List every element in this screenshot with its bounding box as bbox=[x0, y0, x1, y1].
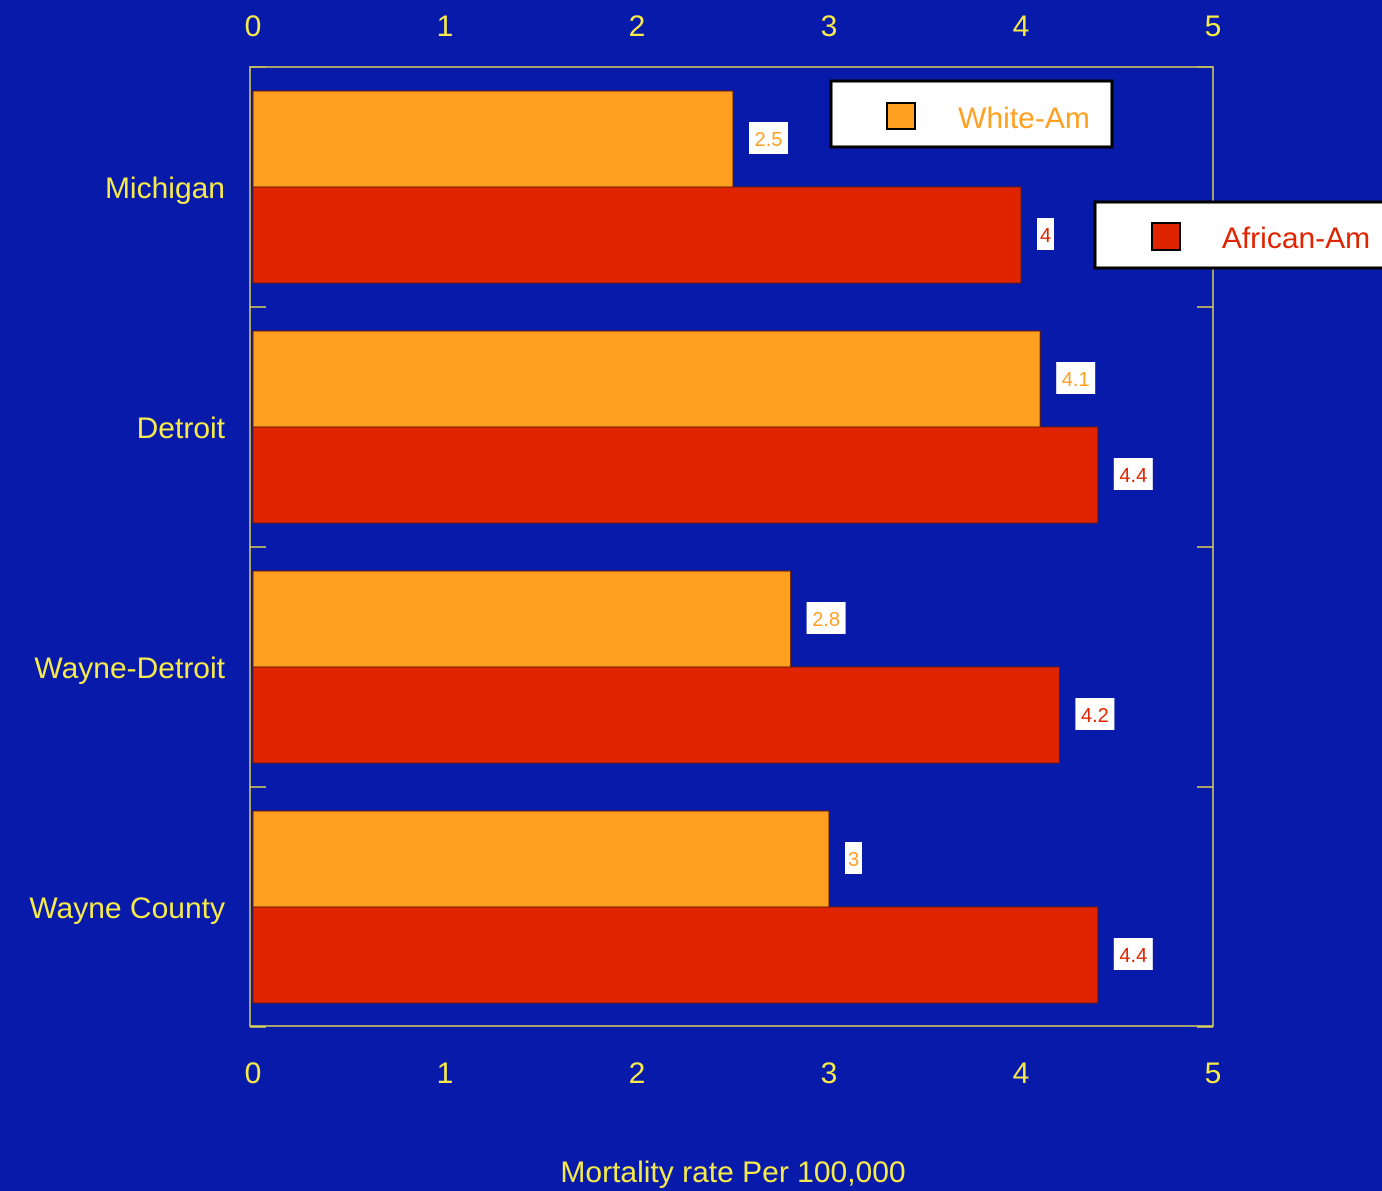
bar-white-am bbox=[252, 570, 792, 668]
bar-white-am bbox=[252, 330, 1041, 428]
legend-african-am-label: African-Am bbox=[1222, 222, 1370, 255]
x-tick-label-bottom: 0 bbox=[245, 1057, 262, 1090]
data-label-bg bbox=[1113, 458, 1153, 490]
data-label-bg bbox=[806, 602, 846, 634]
category-label: Wayne County bbox=[29, 892, 225, 925]
bars-group bbox=[252, 90, 1099, 1004]
legend-white-am-label: White-Am bbox=[958, 102, 1090, 135]
legend-african-am: African-Am bbox=[1093, 200, 1382, 270]
x-tick-label-bottom: 3 bbox=[821, 1057, 838, 1090]
x-tick-label-top: 5 bbox=[1205, 10, 1222, 43]
x-tick-label-bottom: 5 bbox=[1205, 1057, 1222, 1090]
bar-african-am bbox=[252, 666, 1060, 764]
data-labels-group: 2.5 4 4.1 4.4 2.8 4.2 3 4.4 bbox=[749, 122, 1153, 970]
x-tick-label-top: 2 bbox=[629, 10, 646, 43]
legend-white-am: White-Am bbox=[829, 79, 1114, 149]
x-tick-label-bottom: 2 bbox=[629, 1057, 646, 1090]
category-label: Wayne-Detroit bbox=[34, 652, 225, 685]
legend-white-am-swatch bbox=[886, 102, 916, 130]
legend-african-am-swatch bbox=[1151, 222, 1181, 251]
x-tick-label-top: 3 bbox=[821, 10, 838, 43]
bar-white-am bbox=[252, 90, 734, 188]
category-labels-group: Michigan Detroit Wayne-Detroit Wayne County bbox=[29, 172, 225, 925]
data-label-bg bbox=[845, 842, 862, 874]
data-label-white-am: 3 bbox=[848, 849, 859, 871]
x-tick-label-top: 0 bbox=[245, 10, 262, 43]
data-label-bg bbox=[1056, 362, 1096, 394]
data-label-african-am: 4.4 bbox=[1119, 465, 1147, 487]
x-tick-label-top: 4 bbox=[1013, 10, 1030, 43]
category-label: Michigan bbox=[105, 172, 225, 205]
bar-african-am bbox=[252, 426, 1099, 524]
data-label-white-am: 2.8 bbox=[812, 609, 840, 631]
data-label-bg bbox=[1113, 938, 1153, 970]
data-label-bg bbox=[749, 122, 788, 154]
x-tick-label-bottom: 1 bbox=[437, 1057, 454, 1090]
data-label-african-am: 4.2 bbox=[1081, 705, 1109, 727]
x-tick-label-bottom: 4 bbox=[1013, 1057, 1030, 1090]
legend-african-am-box bbox=[1093, 200, 1382, 270]
x-axis-title: Mortality rate Per 100,000 bbox=[560, 1156, 905, 1189]
data-label-african-am: 4 bbox=[1040, 225, 1051, 247]
data-label-african-am: 4.4 bbox=[1119, 945, 1147, 967]
bar-white-am bbox=[252, 810, 830, 908]
x-tick-label-top: 1 bbox=[437, 10, 454, 43]
data-label-white-am: 2.5 bbox=[755, 129, 783, 151]
data-label-white-am: 4.1 bbox=[1062, 369, 1090, 391]
category-label: Detroit bbox=[137, 412, 226, 445]
tick-labels-group: 0 0 1 1 2 2 3 3 4 4 5 5 bbox=[245, 10, 1222, 1090]
legend-white-am-box bbox=[829, 79, 1114, 149]
data-label-bg bbox=[1075, 698, 1115, 730]
bar-african-am bbox=[252, 186, 1022, 284]
bar-african-am bbox=[252, 906, 1099, 1004]
data-label-bg bbox=[1037, 218, 1054, 250]
